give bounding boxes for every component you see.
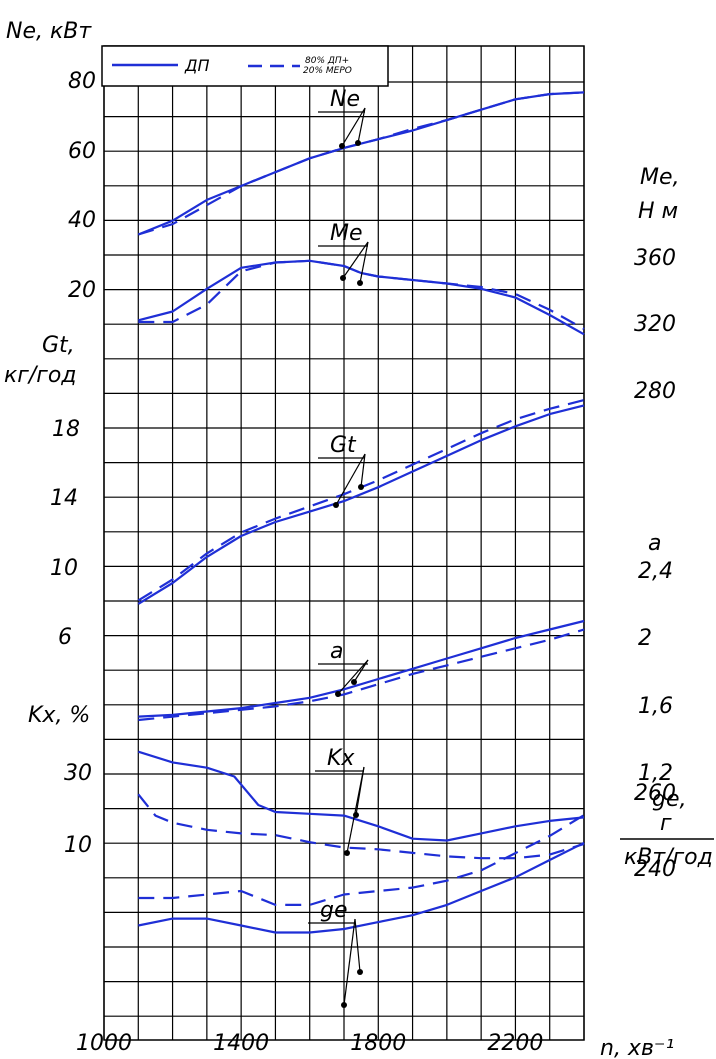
leader-line-a-solid	[337, 659, 369, 695]
leader-line-gt-solid	[335, 453, 366, 506]
left-tick-label-gt: 18	[52, 417, 80, 442]
curve-label-a: a	[330, 639, 343, 664]
curve-a-solid	[138, 619, 585, 718]
leader-dot-me-dashed	[357, 280, 363, 286]
left-tick-label-kx: 30	[64, 761, 92, 786]
labels: 1000 1400 1800 2200 n, хв⁻¹ 20 40 60 80 6 10 14 18 10…	[4, 19, 713, 1059]
x-axis-title: n, хв⁻¹	[600, 1036, 674, 1059]
leader-line-kx-dashed	[355, 766, 365, 816]
left-tick-label-ne: 20	[68, 278, 96, 303]
left-tick-label-ne: 80	[68, 69, 96, 94]
leader-dot-ne-solid	[339, 143, 345, 149]
leader-dot-kx-solid	[344, 850, 350, 856]
left-tick-label-kx: 10	[64, 833, 92, 858]
axis-title-ge-line1: ge,	[652, 787, 687, 812]
curve-label-ne: Ne	[330, 87, 360, 112]
axis-title-kx: Kx, %	[28, 703, 90, 728]
leader-dot-me-solid	[340, 275, 346, 281]
curve-me-dashed	[138, 259, 585, 330]
right-tick-label-a: 2	[638, 626, 652, 651]
axis-title-a: a	[648, 531, 661, 556]
x-tick-label: 1800	[350, 1031, 406, 1056]
leader-dot-gt-dashed	[358, 484, 364, 490]
leader-line-gt-dashed	[360, 453, 366, 488]
axis-title-me-line1: Me,	[640, 165, 680, 190]
left-tick-label-ne: 60	[68, 139, 96, 164]
curve-label-gt: Gt	[330, 433, 357, 458]
curve-gt-dashed	[137, 399, 585, 602]
curve-ne-dashed	[137, 91, 585, 236]
right-tick-label-ge: 260	[634, 781, 676, 806]
curve-label-me: Me	[330, 221, 363, 246]
leader-line-ne-dashed	[357, 107, 366, 144]
right-tick-label-a: 1,2	[638, 761, 673, 786]
left-tick-label-gt: 6	[58, 625, 72, 650]
leader-dot-ge-dashed	[357, 969, 363, 975]
leader-line-ne-solid	[341, 107, 366, 147]
right-tick-label-a: 1,6	[638, 694, 673, 719]
left-tick-label-gt: 10	[50, 556, 78, 581]
leader-dot-a-dashed	[351, 679, 357, 685]
left-tick-label-ne: 40	[68, 208, 96, 233]
right-tick-label-me: 360	[634, 246, 676, 271]
axis-title-ge-unit-den: кВт/год	[624, 845, 713, 870]
leader-line-ge-dashed	[354, 918, 361, 973]
axis-title-gt-line1: Gt,	[42, 333, 75, 358]
left-tick-label-gt: 14	[50, 486, 78, 511]
legend-label-blend-line2: 20% МЕРО	[303, 66, 352, 76]
leader-dot-gt-solid	[333, 502, 339, 508]
right-tick-label-a: 2,4	[638, 559, 673, 584]
leader-line-a-dashed	[353, 659, 369, 683]
annotations: Ne Me Gt a Kx ge	[308, 87, 369, 1008]
curve-ne-solid	[137, 91, 585, 236]
curve-ge-solid	[138, 841, 585, 934]
curve-me-solid	[138, 259, 585, 336]
x-tick-label: 1400	[213, 1031, 269, 1056]
right-tick-label-me: 320	[634, 312, 676, 337]
leader-line-ge-solid	[343, 918, 356, 1006]
axis-title-ge-unit-num: г	[660, 811, 672, 836]
curve-label-kx: Kx	[327, 746, 355, 771]
leader-dot-a-solid	[335, 691, 341, 697]
axis-title-gt-line2: кг/год	[4, 363, 77, 388]
legend-label-blend: 80% ДП+ 20% МЕРО	[303, 56, 352, 76]
curve-gt-solid	[137, 404, 585, 605]
legend-label-dp: ДП	[184, 56, 210, 75]
legend-label-blend-line1: 80% ДП+	[305, 56, 349, 66]
leader-line-me-solid	[342, 241, 369, 279]
x-tick-label: 2200	[487, 1031, 543, 1056]
grid	[103, 46, 585, 1040]
curve-label-ge: ge	[320, 898, 348, 923]
x-tick-label: 1000	[76, 1031, 132, 1056]
leader-dot-ne-dashed	[355, 140, 361, 146]
legend: ДП 80% ДП+ 20% МЕРО	[101, 45, 389, 87]
curve-ge-dashed	[138, 814, 585, 907]
right-tick-label-ge: 240	[634, 857, 676, 882]
leader-dot-kx-dashed	[353, 812, 359, 818]
leader-line-me-dashed	[359, 241, 369, 284]
axis-title-ne: Ne, кВт	[6, 19, 92, 44]
curves	[137, 91, 585, 934]
curve-kx-solid	[137, 750, 585, 842]
leader-dot-ge-solid	[341, 1002, 347, 1008]
axis-title-me-line2: Н м	[638, 199, 678, 224]
curve-a-dashed	[138, 628, 585, 722]
frame	[103, 45, 714, 1041]
right-tick-label-me: 280	[634, 379, 676, 404]
